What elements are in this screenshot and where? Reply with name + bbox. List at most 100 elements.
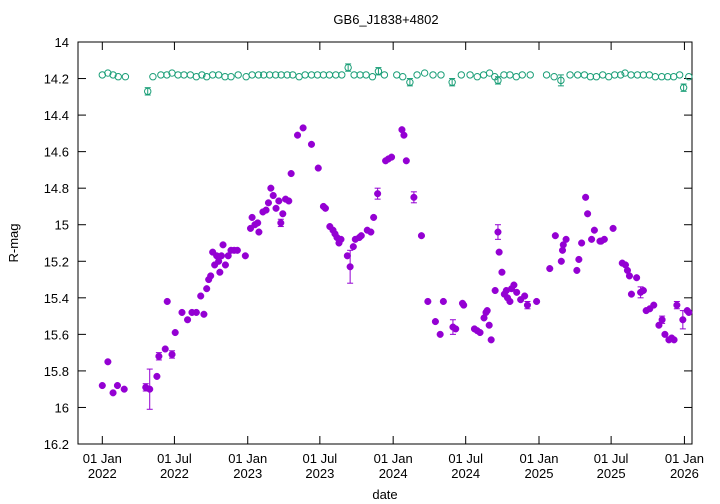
data-point (293, 131, 302, 139)
data-point (495, 248, 503, 256)
data-point (557, 76, 565, 85)
x-tick-label-year: 2023 (233, 466, 262, 481)
data-point (367, 228, 375, 236)
data-point (374, 67, 383, 75)
data-point (262, 206, 270, 214)
data-point (272, 204, 280, 212)
data-point (153, 372, 161, 380)
data-point (114, 73, 122, 81)
data-point (498, 268, 506, 276)
data-point (374, 190, 382, 198)
data-point (307, 140, 316, 148)
data-point (234, 71, 242, 79)
data-point (487, 336, 495, 344)
data-point (457, 71, 466, 79)
data-point (168, 350, 176, 359)
data-point (523, 301, 531, 309)
data-point (248, 213, 256, 221)
data-point (208, 71, 217, 79)
x-tick-label-year: 2024 (451, 466, 480, 481)
data-point (368, 73, 377, 81)
data-point (460, 301, 468, 309)
data-point (402, 157, 410, 165)
data-point (242, 73, 250, 81)
data-point (197, 292, 205, 300)
y-tick-label: 16 (55, 400, 69, 415)
data-point (344, 63, 352, 72)
x-tick-label-date: 01 Jan (665, 451, 704, 466)
data-point (485, 69, 494, 77)
y-tick-label: 15.4 (44, 291, 69, 306)
data-point (588, 235, 596, 243)
data-point (113, 381, 121, 390)
plot-frame (77, 41, 693, 445)
data-point (431, 318, 439, 326)
data-point (406, 78, 414, 86)
data-point (436, 330, 444, 338)
series-r-mag-reference (98, 63, 693, 96)
data-point (639, 71, 648, 79)
y-tick-label: 15.6 (44, 327, 69, 342)
data-point (551, 232, 559, 240)
data-point (479, 71, 488, 79)
data-point (254, 71, 263, 79)
data-point (321, 204, 329, 212)
data-point (650, 301, 658, 309)
data-point (557, 257, 565, 265)
data-point (518, 71, 526, 79)
data-point (605, 73, 613, 81)
data-point (437, 71, 445, 79)
data-point (679, 83, 688, 92)
data-point (658, 316, 666, 324)
data-point (325, 71, 334, 79)
data-point (417, 232, 426, 240)
data-point (287, 170, 295, 178)
x-tick-label-year: 2024 (379, 466, 408, 481)
y-tick-label: 15.2 (44, 254, 69, 269)
data-point (332, 71, 340, 79)
data-point (639, 286, 647, 295)
data-point (633, 274, 641, 282)
data-point (393, 71, 401, 79)
data-point (307, 71, 316, 79)
data-point (494, 76, 502, 85)
data-point (669, 73, 678, 81)
data-point (269, 191, 277, 200)
data-point (562, 235, 570, 243)
data-point (420, 69, 429, 77)
x-tick-label-date: 01 Jan (519, 451, 558, 466)
x-tick-label-year: 2025 (597, 466, 626, 481)
y-axis: 14 14.2 14.4 14.6 14.8 15 15.2 15.4 15.6 15.8 16 16… (44, 35, 692, 452)
data-point (346, 263, 354, 271)
data-point (670, 336, 678, 344)
y-tick-label: 15 (55, 218, 69, 233)
data-point (275, 197, 283, 205)
y-tick-label: 14.8 (44, 181, 69, 196)
data-point (510, 281, 518, 289)
data-point (685, 73, 693, 81)
data-point (233, 246, 241, 254)
data-point (400, 131, 408, 139)
data-point (584, 210, 592, 218)
data-point (163, 297, 171, 306)
x-tick-label-date: 01 Jul (448, 451, 483, 466)
data-point (157, 71, 165, 79)
data-point (599, 71, 607, 79)
data-point (485, 321, 493, 329)
data-point (349, 243, 357, 251)
data-point (285, 197, 293, 205)
data-point (319, 71, 328, 79)
data-point (207, 272, 215, 280)
data-point (109, 389, 117, 397)
x-tick-label-date: 01 Jul (157, 451, 192, 466)
data-point (500, 71, 508, 79)
data-point (521, 292, 529, 300)
data-point (184, 316, 192, 324)
data-point (144, 87, 152, 96)
data-point (299, 124, 307, 132)
data-point (221, 261, 229, 269)
data-point (651, 73, 660, 81)
y-tick-label: 14.4 (44, 108, 69, 123)
data-point (301, 71, 309, 79)
data-point (550, 73, 558, 81)
